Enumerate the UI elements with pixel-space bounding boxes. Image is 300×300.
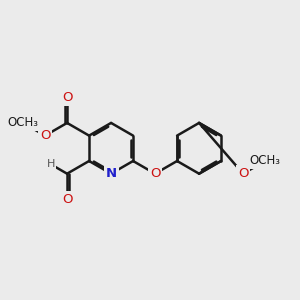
Text: N: N [106, 167, 117, 180]
Text: OCH₃: OCH₃ [250, 154, 280, 167]
Text: O: O [238, 167, 248, 180]
Text: OCH₃: OCH₃ [8, 116, 39, 129]
Text: O: O [40, 129, 50, 142]
Text: O: O [62, 193, 72, 206]
Text: O: O [62, 91, 72, 104]
Text: H: H [47, 159, 55, 170]
Text: O: O [150, 167, 160, 180]
